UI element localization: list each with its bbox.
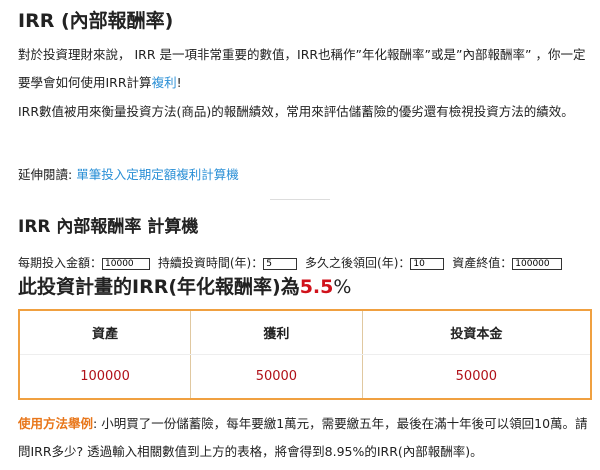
irr-description: IRR數值被用來衡量投資方法(商品)的報酬績效，常用來評估儲蓄險的優劣還有檢視投… <box>18 104 574 119</box>
calculator-title: IRR 內部報酬率 計算機 <box>18 217 199 237</box>
withdraw-input[interactable] <box>410 257 445 270</box>
page-title: IRR (內部報酬率) <box>18 10 174 32</box>
cell-assets: 100000 <box>80 369 130 384</box>
cell-profit: 50000 <box>190 354 363 399</box>
result-table: 資產 獲利 投資本金 100000 50000 50000 <box>18 309 592 400</box>
divider <box>270 199 330 200</box>
intro-paragraph: 對於投資理財來說， IRR 是一項非常重要的數值，IRR也稱作”年化報酬率”或是… <box>18 41 588 97</box>
intro-text: 對於投資理財來說， IRR 是一項非常重要的數值，IRR也稱作”年化報酬率”或是… <box>18 47 586 90</box>
cell-principal: 50000 <box>361 354 591 399</box>
compound-interest-link[interactable]: 複利 <box>151 75 177 90</box>
table-header-row: 資產 獲利 投資本金 <box>19 310 591 355</box>
result-unit: % <box>333 276 352 298</box>
table-row: 100000 50000 50000 <box>19 354 591 399</box>
further-reading-link[interactable]: 單筆投入定期定額複利計算機 <box>76 167 239 182</box>
result-prefix: 此投資計畫的IRR(年化報酬率)為 <box>18 276 300 298</box>
duration-input[interactable] <box>263 257 298 270</box>
final-value-label: 資產終值： <box>452 256 513 270</box>
amount-label: 每期投入金額： <box>18 256 103 270</box>
usage-example: 使用方法舉例: 小明買了一份儲蓄險，每年要繳1萬元，需要繳五年，最後在滿十年後可… <box>18 410 588 466</box>
further-reading-label: 延伸閱讀: <box>18 167 77 182</box>
irr-result: 此投資計畫的IRR(年化報酬率)為5.5% <box>18 272 351 299</box>
duration-label: 持續投資時間(年)： <box>157 256 264 270</box>
header-principal: 投資本金 <box>361 310 591 355</box>
amount-input[interactable] <box>102 257 151 270</box>
example-label: 使用方法舉例 <box>18 416 94 431</box>
withdraw-label: 多久之後領回(年)： <box>305 256 411 270</box>
intro-text-end: ! <box>176 75 182 90</box>
calculator-form: 每期投入金額： 持續投資時間(年)： 多久之後領回(年)： 資產終值： <box>18 254 566 271</box>
final-value-input[interactable] <box>512 257 563 270</box>
header-profit: 獲利 <box>190 310 363 355</box>
header-assets: 資產 <box>19 310 191 355</box>
example-text: : 小明買了一份儲蓄險，每年要繳1萬元，需要繳五年，最後在滿十年後可以領回10萬… <box>18 416 588 459</box>
result-value: 5.5 <box>299 276 334 298</box>
further-reading: 延伸閱讀: 單筆投入定期定額複利計算機 <box>18 161 588 189</box>
